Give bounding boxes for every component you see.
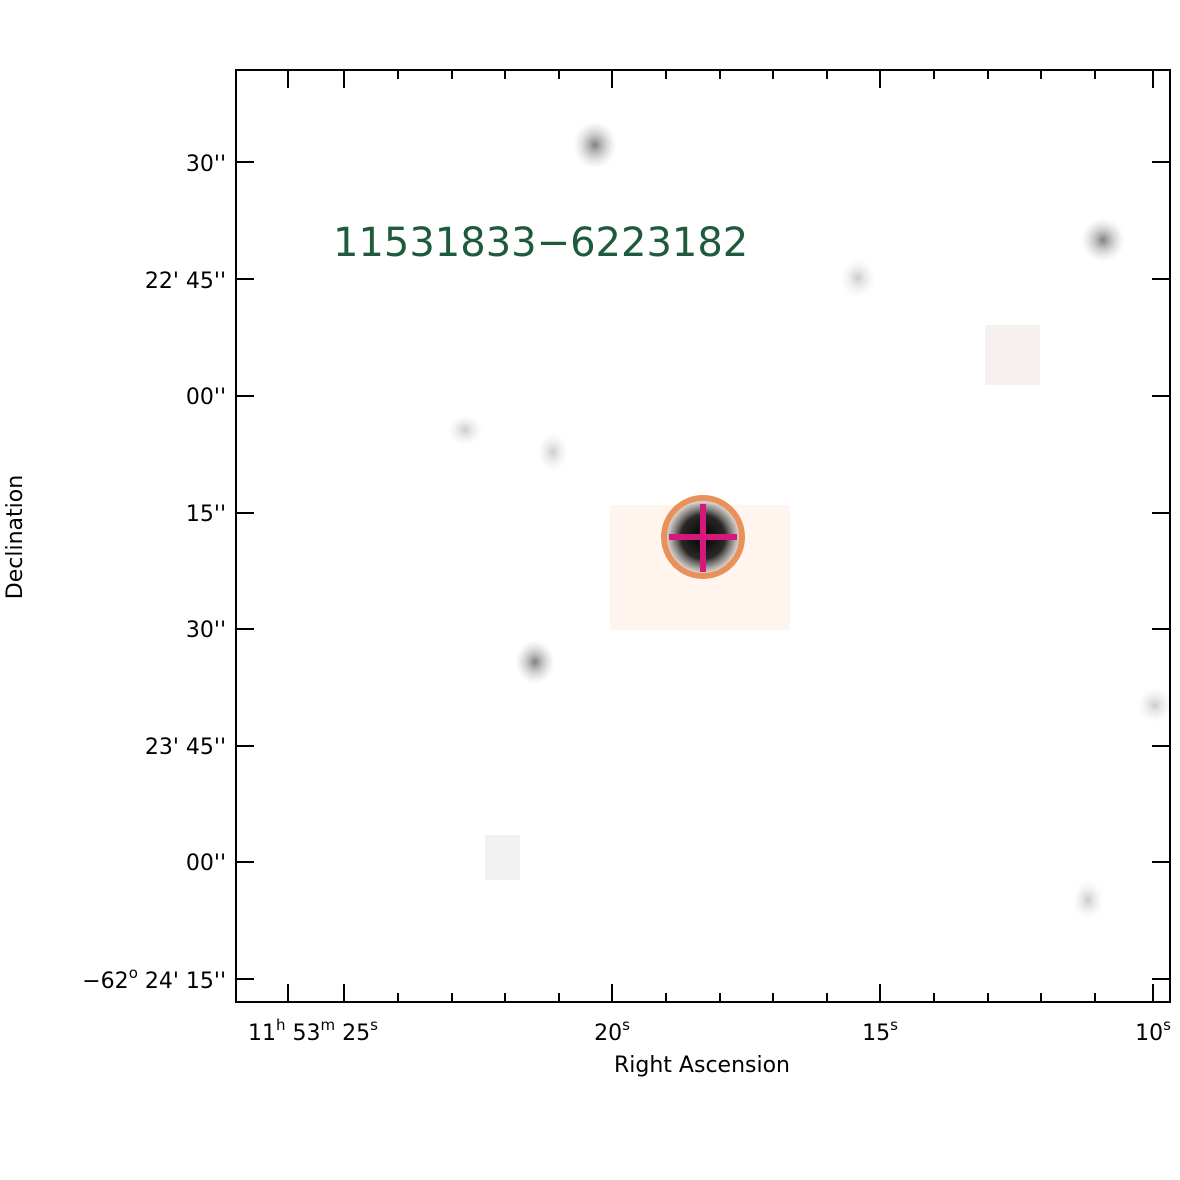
target-marker (661, 495, 745, 579)
y-tick-label: 00'' (186, 851, 226, 876)
y-tick-label: −62o 24' 15'' (82, 964, 226, 994)
axis-ticks (236, 70, 1170, 1002)
plot-frame (235, 69, 1171, 1003)
y-tick-label: 22' 45'' (145, 269, 226, 294)
sky-image (236, 70, 1173, 1002)
x-axis-title: Right Ascension (614, 1053, 790, 1078)
y-tick-label: 15'' (186, 502, 226, 527)
target-circle (661, 495, 745, 579)
y-axis-title: Declination (3, 475, 28, 599)
target-name: 11531833−6223182 (333, 220, 748, 266)
y-tick-label: 30'' (186, 152, 226, 177)
y-tick-label: 23' 45'' (145, 735, 226, 760)
y-tick-label: 30'' (186, 618, 226, 643)
x-tick-label: 15s (862, 1016, 898, 1046)
x-tick-label: 10s (1135, 1016, 1171, 1046)
y-tick-label: 00'' (186, 385, 226, 410)
x-tick-label: 11h 53m 25s (248, 1016, 378, 1046)
x-tick-label: 20s (594, 1016, 630, 1046)
